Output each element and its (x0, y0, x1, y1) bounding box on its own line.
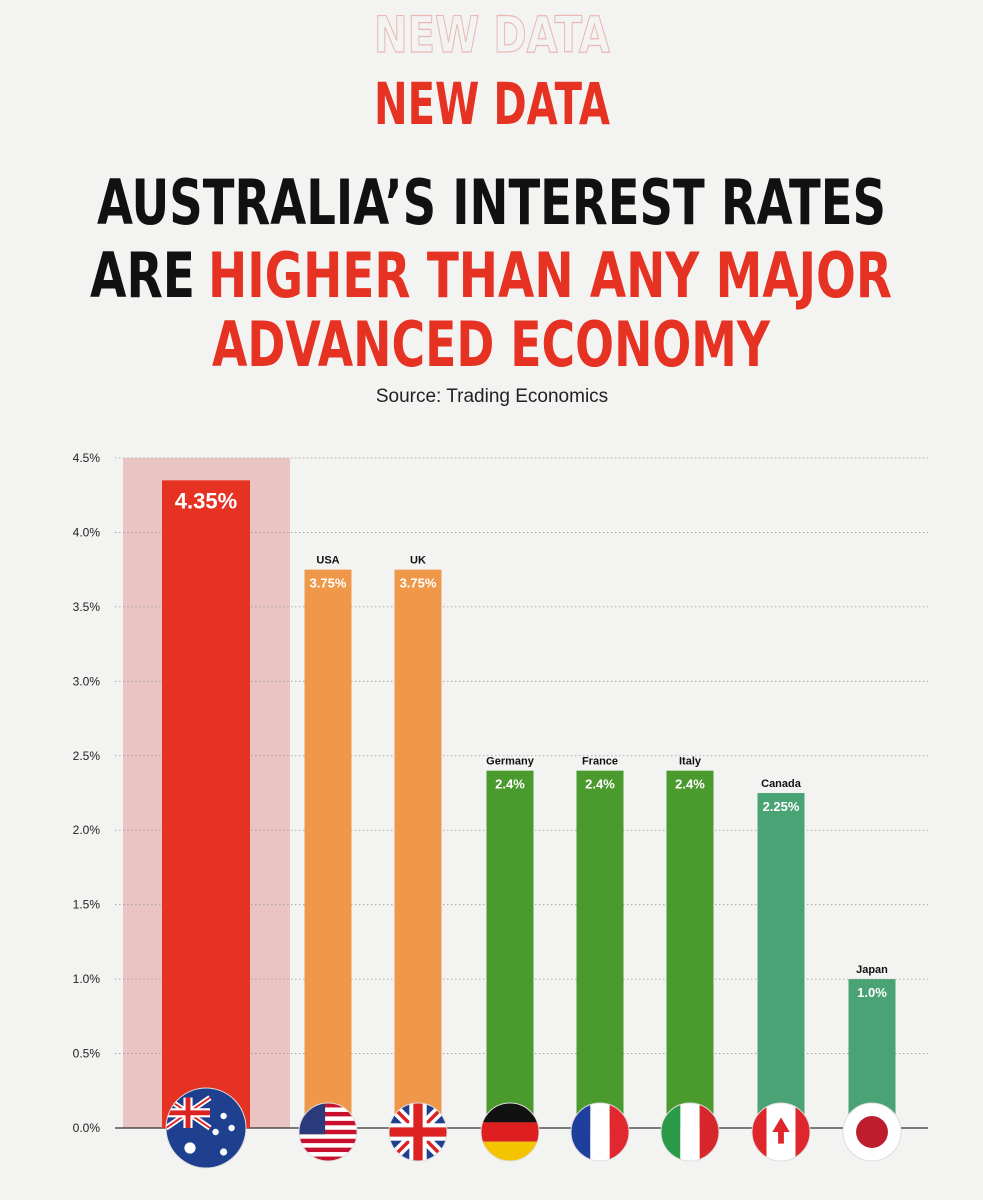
category-label: Germany (486, 756, 535, 768)
bar (304, 569, 352, 1128)
flag-part (299, 1116, 357, 1122)
category-label: Italy (679, 756, 702, 768)
category-label: UK (410, 555, 426, 567)
flag (481, 1103, 539, 1161)
flag-edge (660, 1102, 720, 1162)
flag-part (299, 1103, 357, 1108)
flag-part (299, 1152, 357, 1158)
flag (843, 1103, 901, 1161)
y-tick-label: 0.5% (73, 1047, 101, 1061)
flag (166, 1088, 246, 1168)
flag-part (571, 1103, 591, 1161)
flag-part (220, 1148, 228, 1156)
flag-part (481, 1122, 539, 1142)
category-label: Japan (856, 964, 888, 976)
kicker: NEW DATA (374, 70, 610, 138)
value-label: 2.4% (675, 777, 705, 792)
flag-part (299, 1129, 357, 1135)
y-tick-label: 4.5% (73, 451, 101, 465)
flag-part (220, 1112, 227, 1120)
flag-part (299, 1143, 357, 1149)
flag-part (299, 1107, 357, 1113)
value-label: 1.0% (857, 985, 887, 1000)
flag-part (481, 1141, 539, 1161)
y-tick-label: 4.0% (73, 525, 101, 539)
flag-edge (165, 1087, 247, 1169)
flag-edge (480, 1102, 540, 1162)
bar (162, 480, 250, 1128)
flag-edge (570, 1102, 630, 1162)
value-label: 2.4% (585, 777, 615, 792)
y-tick-label: 1.0% (73, 972, 101, 986)
y-tick-label: 3.0% (73, 674, 101, 688)
y-tick-label: 0.0% (73, 1121, 101, 1135)
flag (661, 1103, 719, 1161)
flag-part (212, 1128, 219, 1136)
flag-part (299, 1138, 357, 1144)
flag-part (699, 1103, 719, 1161)
y-tick-label: 1.5% (73, 898, 101, 912)
bar (486, 770, 534, 1128)
flag-part (299, 1156, 357, 1161)
y-tick-label: 3.5% (73, 600, 101, 614)
flag-part (856, 1116, 888, 1148)
bar (576, 770, 624, 1128)
flag-edge (751, 1102, 811, 1162)
title-line: AUSTRALIA’S INTEREST RATES (97, 166, 886, 239)
title-line: HIGHER THAN ANY MAJOR (208, 239, 892, 312)
flag (389, 1103, 447, 1161)
source: Source: Trading Economics (376, 386, 608, 407)
bar (394, 569, 442, 1128)
flag-part (166, 1110, 210, 1116)
title-line: ADVANCED ECONOMY (212, 308, 771, 381)
category-label: Canada (761, 778, 802, 790)
flag-part (299, 1134, 357, 1140)
value-label: 2.4% (495, 777, 525, 792)
flag-part (299, 1111, 357, 1117)
kicker-ghost: NEW DATA (374, 6, 610, 64)
title-line: ARE (90, 239, 195, 312)
flag-edge (842, 1102, 902, 1162)
flag (571, 1103, 629, 1161)
category-label: France (582, 756, 618, 768)
flag-part (299, 1120, 357, 1126)
bar (666, 770, 714, 1128)
flag-part (389, 1127, 447, 1137)
flag-part (228, 1124, 235, 1132)
flag-edge (388, 1102, 448, 1162)
flag-part (609, 1103, 629, 1161)
flag-part (481, 1103, 539, 1123)
y-tick-label: 2.5% (73, 749, 101, 763)
flag-part (299, 1147, 357, 1153)
category-label: USA (316, 555, 339, 567)
y-tick-label: 2.0% (73, 823, 101, 837)
flag-edge (298, 1102, 358, 1162)
flag-part (661, 1103, 681, 1161)
flag-part (772, 1117, 790, 1144)
value-label: 4.35% (175, 488, 237, 513)
value-label: 2.25% (763, 799, 800, 814)
value-label: 3.75% (400, 576, 437, 591)
value-label: 3.75% (310, 576, 347, 591)
bar (757, 793, 805, 1128)
flag-part (680, 1103, 700, 1161)
flag-part (590, 1103, 610, 1161)
flag-part (184, 1142, 196, 1154)
flag-part (299, 1125, 357, 1131)
